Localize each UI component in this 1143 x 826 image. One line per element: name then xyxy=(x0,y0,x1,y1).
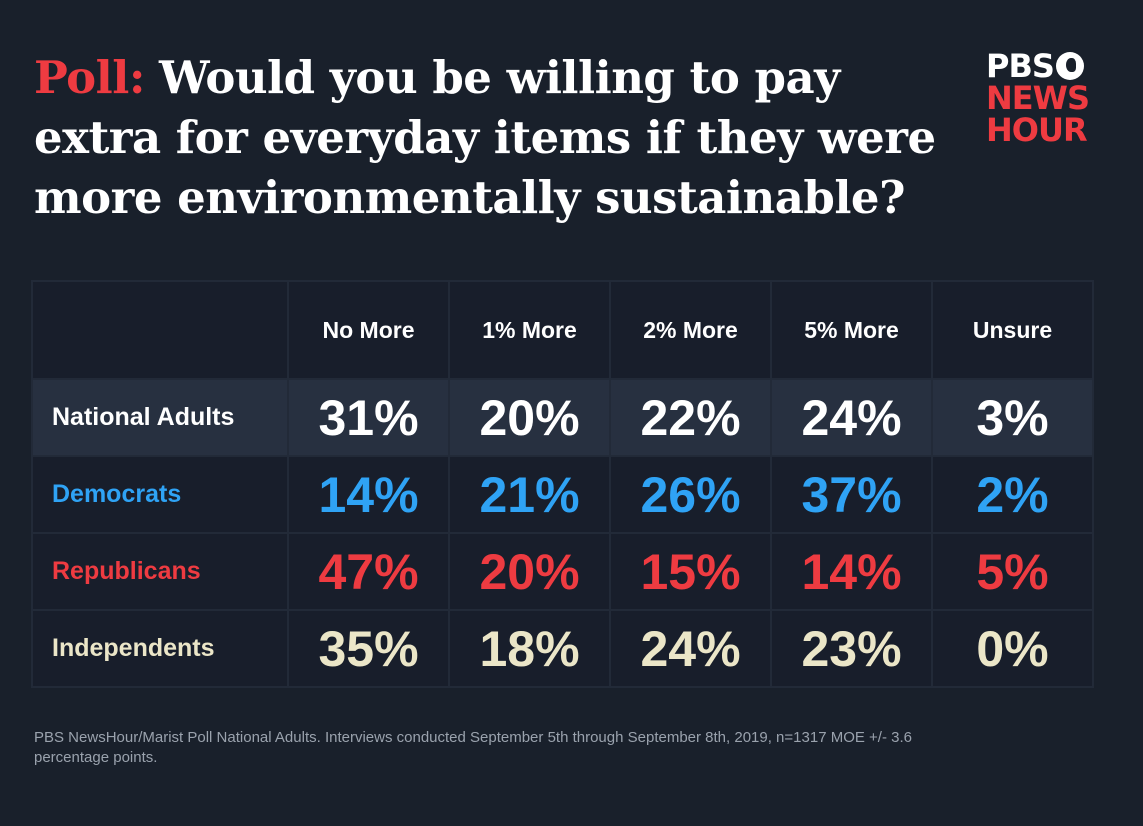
data-cell: 0% xyxy=(931,609,1094,688)
pbs-head-icon xyxy=(1055,52,1084,80)
data-cell: 23% xyxy=(770,609,933,688)
data-cell: 20% xyxy=(448,378,611,457)
header-row: No More 1% More 2% More 5% More Unsure xyxy=(31,280,1094,380)
column-header: 1% More xyxy=(448,280,611,380)
table-row: National Adults 31% 20% 22% 24% 3% xyxy=(31,378,1094,457)
data-cell: 2% xyxy=(931,455,1094,534)
pbs-newshour-logo: PBS NEWS HOUR xyxy=(986,47,1090,149)
data-cell: 3% xyxy=(931,378,1094,457)
column-header: No More xyxy=(287,280,450,380)
data-cell: 14% xyxy=(770,532,933,611)
row-label: Democrats xyxy=(31,455,289,534)
data-cell: 31% xyxy=(287,378,450,457)
title-prefix: Poll: xyxy=(34,51,145,104)
data-cell: 47% xyxy=(287,532,450,611)
row-label: Independents xyxy=(31,609,289,688)
title-question: Would you be willing to pay extra for ev… xyxy=(34,51,936,224)
table-row: Independents 35% 18% 24% 23% 0% xyxy=(31,609,1094,688)
data-cell: 24% xyxy=(770,378,933,457)
logo-pbs: PBS xyxy=(986,47,1055,85)
data-cell: 5% xyxy=(931,532,1094,611)
data-cell: 22% xyxy=(609,378,772,457)
row-label: Republicans xyxy=(31,532,289,611)
row-label: National Adults xyxy=(31,378,289,457)
data-cell: 18% xyxy=(448,609,611,688)
header-blank xyxy=(31,280,289,380)
table-row: Republicans 47% 20% 15% 14% 5% xyxy=(31,532,1094,611)
table-row: Democrats 14% 21% 26% 37% 2% xyxy=(31,455,1094,534)
page-title: Poll: Would you be willing to pay extra f… xyxy=(34,48,954,228)
column-header: Unsure xyxy=(931,280,1094,380)
data-cell: 26% xyxy=(609,455,772,534)
data-cell: 20% xyxy=(448,532,611,611)
column-header: 5% More xyxy=(770,280,933,380)
logo-news: NEWS xyxy=(986,79,1090,117)
column-header: 2% More xyxy=(609,280,772,380)
logo-hour: HOUR xyxy=(986,111,1088,149)
data-cell: 35% xyxy=(287,609,450,688)
data-cell: 37% xyxy=(770,455,933,534)
data-cell: 15% xyxy=(609,532,772,611)
data-cell: 14% xyxy=(287,455,450,534)
poll-table: No More 1% More 2% More 5% More Unsure Natio… xyxy=(31,280,1094,688)
data-cell: 21% xyxy=(448,455,611,534)
source-note: PBS NewsHour/Marist Poll National Adults… xyxy=(34,729,912,766)
data-cell: 24% xyxy=(609,609,772,688)
